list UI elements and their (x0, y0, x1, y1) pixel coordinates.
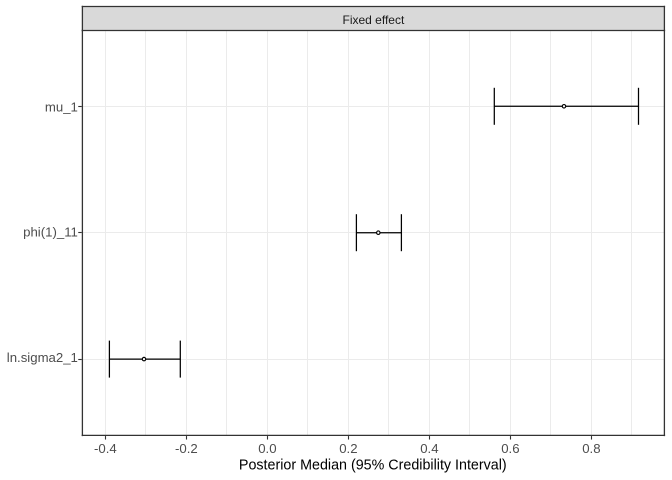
svg-text:0.6: 0.6 (501, 441, 519, 456)
svg-text:Posterior Median (95% Credibil: Posterior Median (95% Credibility Interv… (239, 457, 507, 473)
svg-text:0.4: 0.4 (420, 441, 438, 456)
svg-text:Fixed effect: Fixed effect (342, 13, 404, 27)
svg-text:ln.sigma2_1: ln.sigma2_1 (7, 350, 78, 365)
svg-text:-0.2: -0.2 (175, 441, 198, 456)
svg-text:0.0: 0.0 (258, 441, 276, 456)
svg-text:mu_1: mu_1 (45, 99, 78, 114)
svg-text:0.2: 0.2 (339, 441, 357, 456)
svg-text:0.8: 0.8 (582, 441, 600, 456)
svg-text:-0.4: -0.4 (94, 441, 117, 456)
svg-text:phi(1)_11: phi(1)_11 (23, 224, 78, 239)
